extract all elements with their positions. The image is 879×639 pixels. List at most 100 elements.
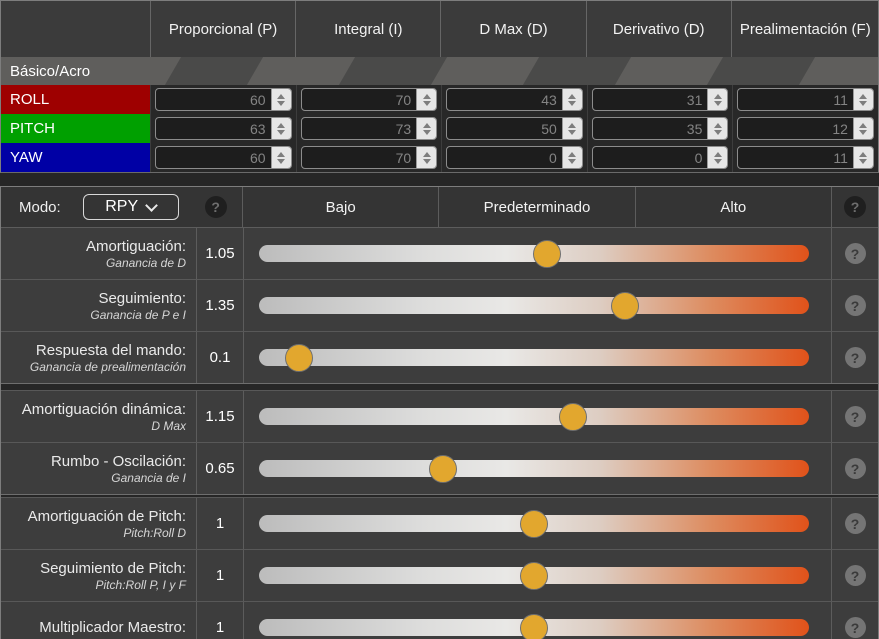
mode-select[interactable]: RPY bbox=[82, 194, 179, 220]
number-stepper[interactable] bbox=[852, 118, 873, 139]
pid-number-input[interactable]: 0 bbox=[446, 146, 583, 169]
slider-help-cell: ? bbox=[831, 280, 878, 331]
slider-help-icon[interactable]: ? bbox=[844, 347, 866, 368]
slider-help-icon[interactable]: ? bbox=[844, 243, 866, 264]
stepper-up-icon[interactable] bbox=[568, 93, 577, 99]
number-stepper[interactable] bbox=[561, 147, 582, 168]
slider-help-icon[interactable]: ? bbox=[844, 617, 866, 638]
number-stepper[interactable] bbox=[270, 89, 291, 110]
slider-help-icon[interactable]: ? bbox=[844, 295, 866, 316]
number-stepper[interactable] bbox=[707, 89, 728, 110]
stepper-down-icon[interactable] bbox=[277, 129, 286, 135]
number-stepper[interactable] bbox=[852, 89, 873, 110]
number-stepper[interactable] bbox=[561, 89, 582, 110]
stepper-up-icon[interactable] bbox=[422, 151, 431, 157]
slider-help-icon[interactable]: ? bbox=[844, 458, 866, 479]
stepper-up-icon[interactable] bbox=[277, 93, 286, 99]
stepper-up-icon[interactable] bbox=[277, 151, 286, 157]
slider-row: Seguimiento: Ganancia de P e I 1.35 ? bbox=[1, 279, 878, 331]
sliders-help-icon[interactable]: ? bbox=[843, 196, 866, 218]
slider-thumb[interactable] bbox=[533, 239, 562, 268]
pid-number-input[interactable]: 12 bbox=[737, 117, 874, 140]
stepper-up-icon[interactable] bbox=[277, 122, 286, 128]
pid-number-input[interactable]: 35 bbox=[591, 117, 729, 140]
pid-number-input[interactable]: 50 bbox=[446, 117, 583, 140]
stepper-up-icon[interactable] bbox=[568, 122, 577, 128]
number-stepper[interactable] bbox=[416, 89, 437, 110]
number-stepper[interactable] bbox=[852, 147, 873, 168]
pid-number-input[interactable]: 43 bbox=[446, 88, 583, 111]
pid-number-input[interactable]: 70 bbox=[300, 88, 438, 111]
pid-number-input[interactable]: 11 bbox=[737, 146, 874, 169]
number-stepper[interactable] bbox=[270, 118, 291, 139]
stepper-up-icon[interactable] bbox=[713, 122, 722, 128]
stepper-down-icon[interactable] bbox=[713, 158, 722, 164]
table-gap bbox=[0, 173, 879, 186]
slider-thumb[interactable] bbox=[611, 291, 640, 320]
stepper-down-icon[interactable] bbox=[568, 100, 577, 106]
slider-track[interactable] bbox=[259, 460, 809, 477]
stepper-down-icon[interactable] bbox=[713, 100, 722, 106]
stepper-up-icon[interactable] bbox=[859, 93, 868, 99]
pid-number-input[interactable]: 31 bbox=[591, 88, 729, 111]
slider-track[interactable] bbox=[259, 297, 809, 314]
slider-help-icon[interactable]: ? bbox=[844, 406, 866, 427]
stepper-up-icon[interactable] bbox=[713, 93, 722, 99]
number-stepper[interactable] bbox=[707, 118, 728, 139]
stepper-up-icon[interactable] bbox=[713, 151, 722, 157]
slider-thumb[interactable] bbox=[559, 402, 588, 431]
mode-select-value: RPY bbox=[105, 198, 139, 215]
pid-number-input[interactable]: 63 bbox=[155, 117, 292, 140]
pid-number-input[interactable]: 70 bbox=[300, 146, 438, 169]
stepper-up-icon[interactable] bbox=[568, 151, 577, 157]
number-stepper[interactable] bbox=[270, 147, 291, 168]
slider-cell bbox=[243, 228, 831, 279]
pid-number-input[interactable]: 60 bbox=[155, 146, 292, 169]
slider-help-icon[interactable]: ? bbox=[844, 565, 866, 586]
pid-table-header: Proporcional (P) Integral (I) D Max (D) … bbox=[1, 1, 878, 57]
stepper-down-icon[interactable] bbox=[568, 158, 577, 164]
pid-number-input[interactable]: 11 bbox=[737, 88, 874, 111]
pid-value-cell: 11 bbox=[732, 143, 878, 172]
number-stepper[interactable] bbox=[707, 147, 728, 168]
axis-label: PITCH bbox=[1, 114, 150, 143]
stepper-down-icon[interactable] bbox=[713, 129, 722, 135]
slider-title: Rumbo - Oscilación: bbox=[50, 452, 186, 470]
pid-section-label: Básico/Acro bbox=[10, 62, 91, 80]
mode-help-icon[interactable]: ? bbox=[204, 196, 227, 218]
number-stepper[interactable] bbox=[416, 147, 437, 168]
stepper-down-icon[interactable] bbox=[422, 158, 431, 164]
pid-value-cell: 60 bbox=[150, 143, 296, 172]
slider-track[interactable] bbox=[259, 349, 809, 366]
pid-number-input[interactable]: 0 bbox=[591, 146, 729, 169]
number-stepper[interactable] bbox=[561, 118, 582, 139]
pid-number-input[interactable]: 73 bbox=[300, 117, 438, 140]
slider-thumb[interactable] bbox=[520, 613, 548, 639]
stepper-down-icon[interactable] bbox=[277, 100, 286, 106]
slider-row: Seguimiento de Pitch: Pitch:Roll P, I y … bbox=[1, 549, 878, 601]
stepper-down-icon[interactable] bbox=[568, 129, 577, 135]
stepper-down-icon[interactable] bbox=[859, 129, 868, 135]
stepper-up-icon[interactable] bbox=[859, 122, 868, 128]
stepper-down-icon[interactable] bbox=[422, 100, 431, 106]
stepper-down-icon[interactable] bbox=[859, 100, 868, 106]
stepper-up-icon[interactable] bbox=[422, 122, 431, 128]
slider-group-gap bbox=[1, 383, 878, 390]
stepper-up-icon[interactable] bbox=[859, 151, 868, 157]
slider-title: Seguimiento: bbox=[98, 289, 186, 307]
slider-subtitle: Ganancia de prealimentación bbox=[29, 359, 186, 374]
stepper-up-icon[interactable] bbox=[422, 93, 431, 99]
slider-thumb[interactable] bbox=[428, 454, 457, 483]
stepper-down-icon[interactable] bbox=[277, 158, 286, 164]
slider-title: Seguimiento de Pitch: bbox=[40, 559, 186, 577]
slider-title: Multiplicador Maestro: bbox=[39, 619, 186, 636]
stepper-down-icon[interactable] bbox=[859, 158, 868, 164]
slider-thumb[interactable] bbox=[520, 561, 548, 590]
pid-number-input[interactable]: 60 bbox=[155, 88, 292, 111]
stepper-down-icon[interactable] bbox=[422, 129, 431, 135]
slider-help-icon[interactable]: ? bbox=[844, 513, 866, 534]
number-stepper[interactable] bbox=[416, 118, 437, 139]
slider-track[interactable] bbox=[259, 408, 809, 425]
slider-thumb[interactable] bbox=[285, 343, 314, 372]
slider-thumb[interactable] bbox=[520, 509, 548, 538]
